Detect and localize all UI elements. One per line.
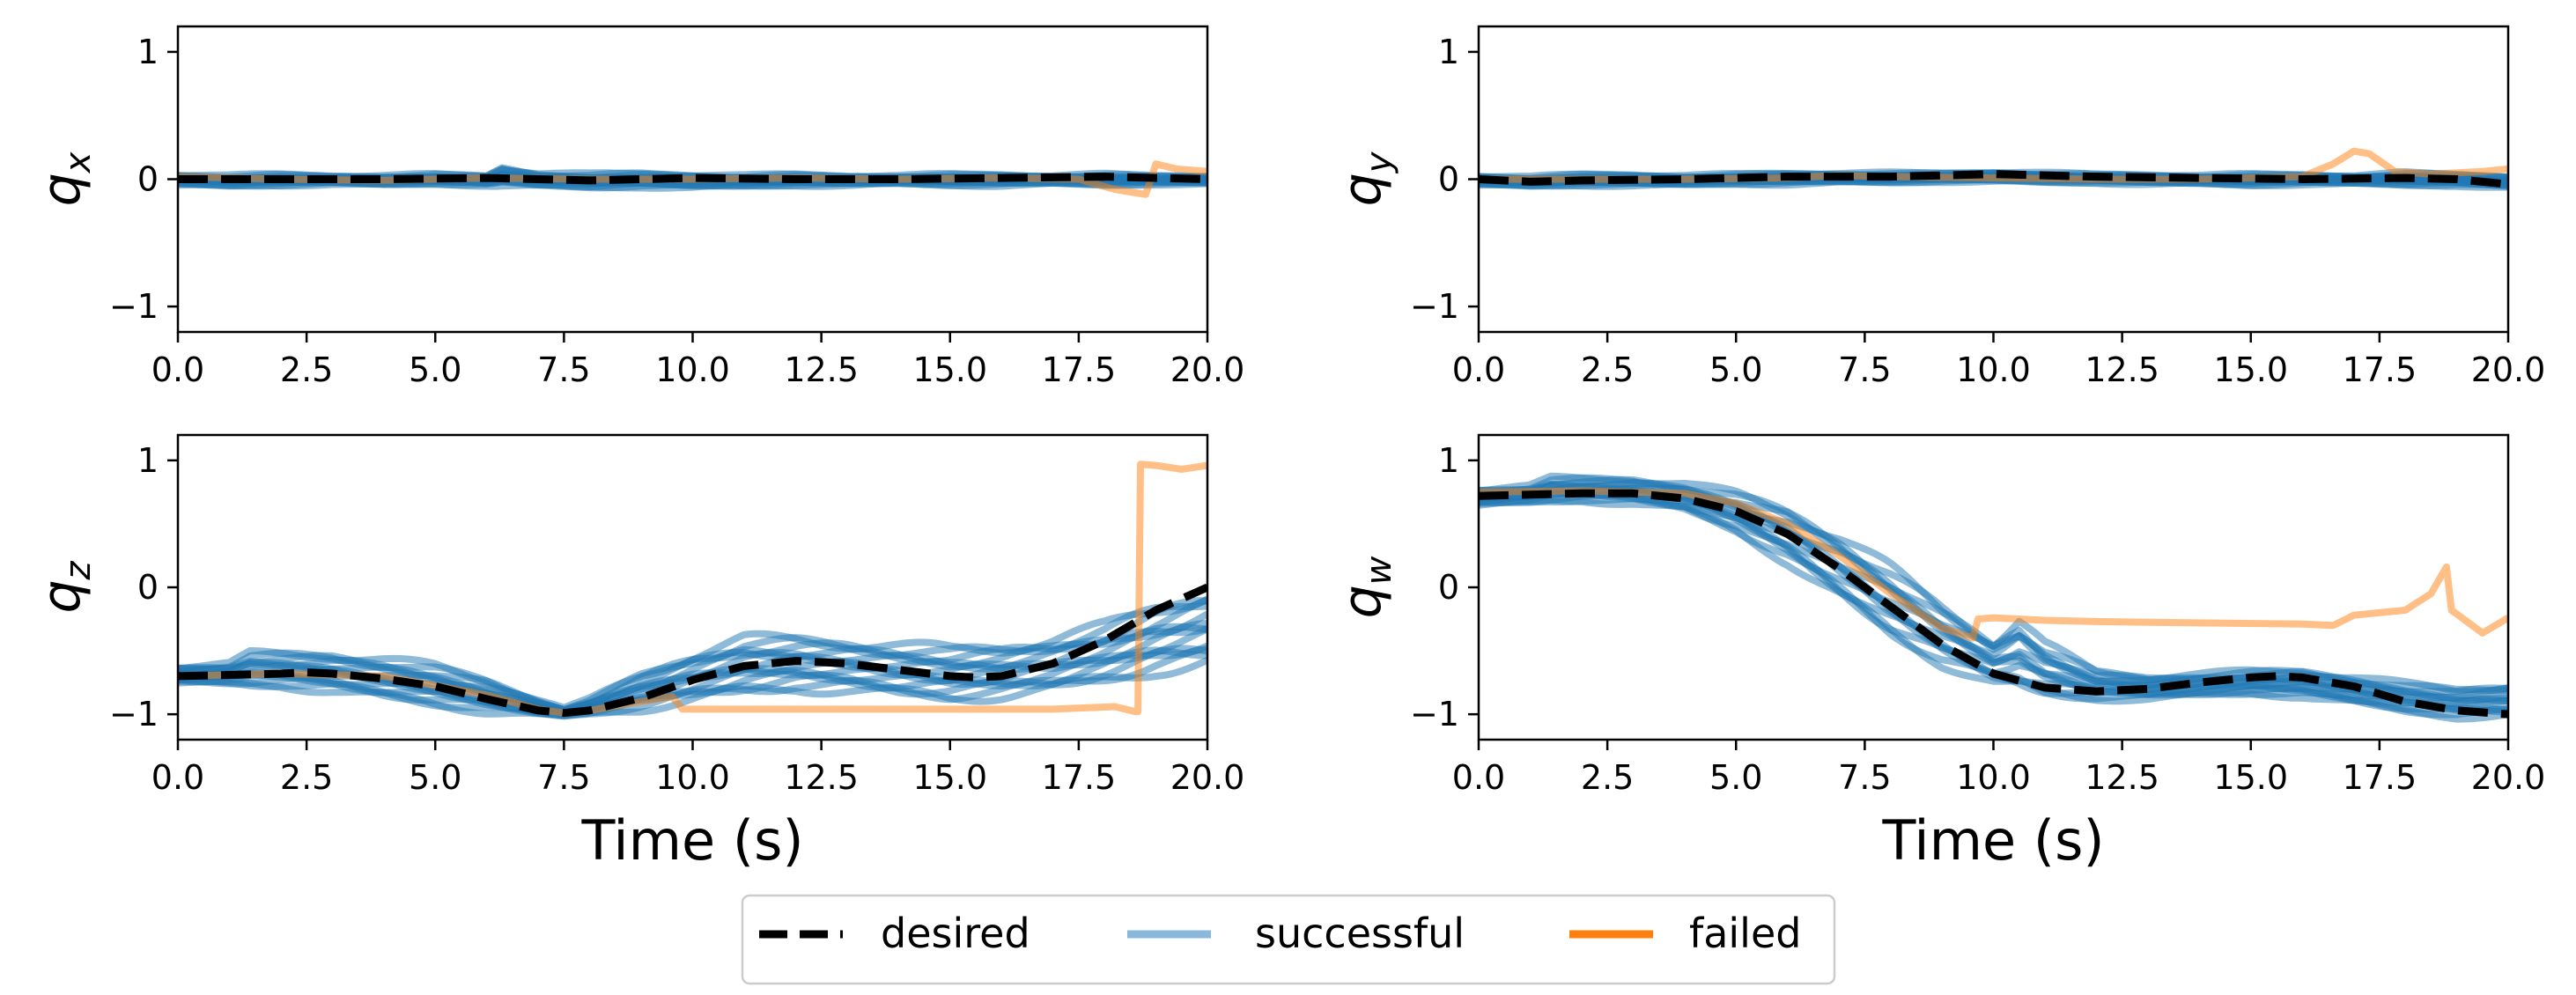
legend: desired successful failed [741,894,1836,985]
y-tick-label: 1 [137,33,159,71]
x-tick-label: 17.5 [2343,758,2417,797]
x-tick-label: 7.5 [1838,758,1891,797]
x-tick-label: 5.0 [409,350,461,389]
y-axis-label: qw [1332,556,1399,618]
successful-trajectory-4 [178,642,1207,717]
legend-label-successful: successful [1255,910,1465,957]
x-tick-label: 2.5 [1581,758,1634,797]
legend-box [741,894,1836,985]
x-tick-label: 7.5 [1838,350,1891,389]
x-tick-label: 2.5 [1581,350,1634,389]
x-tick-label: 7.5 [537,758,590,797]
desired-trajectory [178,583,1207,718]
x-tick-label: 20.0 [2471,350,2546,389]
y-axis-label-subscript: w [1359,556,1399,585]
successful-trajectory-7 [1479,483,2508,704]
successful-trajectory-8 [1479,481,2508,705]
plot-area [178,461,1207,720]
x-tick-label: 10.0 [655,350,730,389]
desired-trajectory [1479,170,2508,188]
y-tick-label: −1 [109,287,159,326]
x-axis-label: Time (s) [1881,808,2104,873]
y-axis-label-subscript: x [58,151,99,174]
y-axis-label-main: q [31,579,92,613]
panel-qw: 0.0 2.5 5.0 7.5 10.0 12.5 15.0 17.5 20.0 −1 0 1 qw Ti… [1332,433,2546,873]
successful-trajectory-9 [1479,480,2508,705]
x-tick-label: 17.5 [1042,758,1117,797]
y-axis-label-main: q [31,173,92,206]
y-axis-label-subscript: z [58,560,99,580]
legend-label-desired: desired [881,910,1030,957]
y-axis-label-subscript: y [1359,151,1399,173]
y-tick-label: 1 [137,441,159,480]
x-tick-label: 2.5 [280,758,333,797]
failed-trajectory [1479,487,2508,642]
x-tick-label: 10.0 [1956,758,2031,797]
x-tick-label: 12.5 [2085,350,2159,389]
y-tick-label: 0 [137,160,159,199]
x-tick-label: 2.5 [280,350,333,389]
x-tick-label: 15.0 [912,350,987,389]
successful-trajectory-0 [178,657,1207,719]
x-tick-label: 17.5 [1042,350,1117,389]
panel-qx: 0.0 2.5 5.0 7.5 10.0 12.5 15.0 17.5 20.0 −1 0 1 qx [31,25,1245,389]
x-tick-label: 17.5 [2343,350,2417,389]
x-tick-label: 5.0 [409,758,461,797]
y-axis-label: qy [1332,151,1399,206]
x-tick-label: 12.5 [2085,758,2159,797]
x-tick-label: 0.0 [151,350,204,389]
y-tick-label: −1 [1410,287,1459,326]
x-tick-label: 20.0 [1170,758,1245,797]
x-tick-label: 10.0 [655,758,730,797]
x-tick-label: 12.5 [784,350,859,389]
y-axis-label-main: q [1332,173,1393,206]
plot-area [178,160,1207,198]
x-tick-label: 5.0 [1709,350,1762,389]
panel-qz: 0.0 2.5 5.0 7.5 10.0 12.5 15.0 17.5 20.0 −1 0 1 qz Ti… [31,433,1245,873]
y-tick-label: 1 [1438,33,1459,71]
x-tick-label: 0.0 [1452,758,1505,797]
x-tick-label: 7.5 [537,350,590,389]
x-tick-label: 20.0 [1170,350,1245,389]
y-tick-label: −1 [109,695,159,733]
x-tick-label: 0.0 [151,758,204,797]
y-axis-label: qz [31,560,99,613]
y-tick-label: 0 [1438,568,1459,607]
plot-area [1479,472,2508,723]
panel-qy: 0.0 2.5 5.0 7.5 10.0 12.5 15.0 17.5 20.0 −1 0 1 qy [1332,25,2546,389]
y-tick-label: −1 [1410,695,1459,733]
x-tick-label: 15.0 [2213,350,2288,389]
y-axis-label-main: q [1332,585,1393,618]
x-tick-label: 10.0 [1956,350,2031,389]
successful-trajectory-13 [178,595,1207,711]
successful-trajectory-13 [1479,472,2508,696]
x-tick-label: 0.0 [1452,350,1505,389]
successful-trajectory-9 [178,610,1207,713]
x-tick-label: 15.0 [912,758,987,797]
legend-label-failed: failed [1689,910,1801,957]
desired-trajectory [1479,489,2508,719]
x-tick-label: 20.0 [2471,758,2546,797]
plot-area [1479,147,2508,191]
y-tick-label: 0 [137,568,159,607]
x-tick-label: 15.0 [2213,758,2288,797]
x-tick-label: 12.5 [784,758,859,797]
x-tick-label: 5.0 [1709,758,1762,797]
y-tick-label: 0 [1438,160,1459,199]
y-axis-label: qx [31,151,99,206]
y-tick-label: 1 [1438,441,1459,480]
x-axis-label: Time (s) [580,808,803,873]
